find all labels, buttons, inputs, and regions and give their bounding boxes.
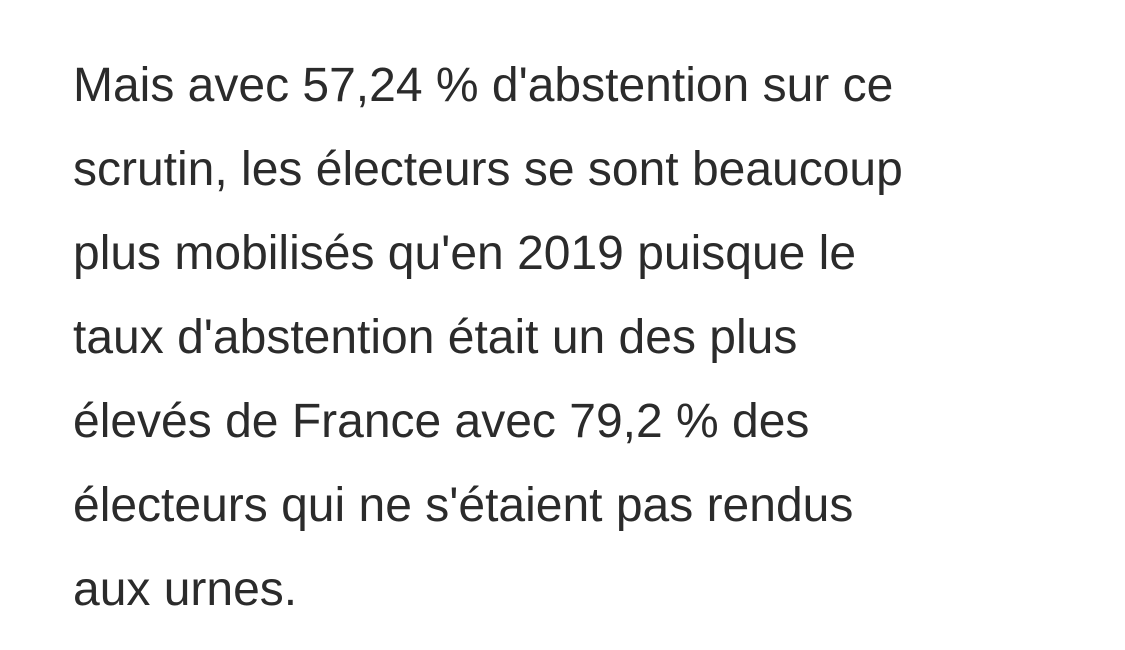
paragraph-line-1: Mais avec 57,24 % d'abstention sur ce bbox=[73, 59, 894, 112]
paragraph-line-3: plus mobilisés qu'en 2019 puisque le bbox=[73, 227, 857, 280]
paragraph-line-2: scrutin, les électeurs se sont beaucoup bbox=[73, 143, 903, 196]
article-paragraph: Mais avec 57,24 % d'abstention sur ce sc… bbox=[73, 44, 1073, 632]
paragraph-line-6: électeurs qui ne s'étaient pas rendus bbox=[73, 479, 854, 532]
paragraph-line-4: taux d'abstention était un des plus bbox=[73, 311, 798, 364]
article-body: Mais avec 57,24 % d'abstention sur ce sc… bbox=[73, 44, 1073, 632]
paragraph-line-7: aux urnes. bbox=[73, 563, 298, 616]
paragraph-line-5: élevés de France avec 79,2 % des bbox=[73, 395, 810, 448]
